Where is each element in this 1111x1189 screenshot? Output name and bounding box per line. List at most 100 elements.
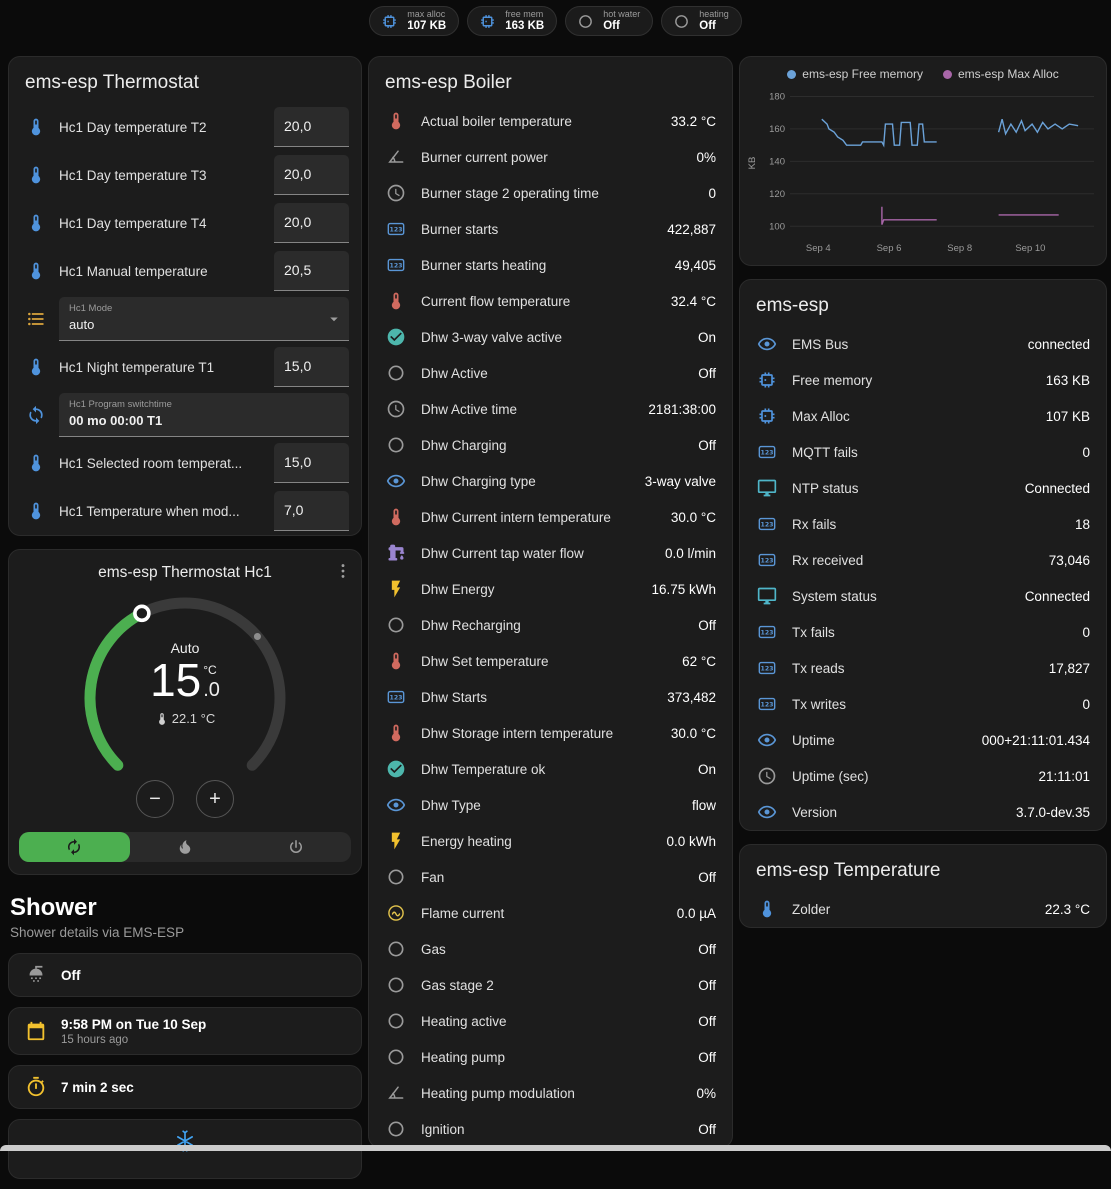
entity-row[interactable]: NTP status Connected bbox=[740, 470, 1106, 506]
temp-increase-button[interactable]: + bbox=[196, 780, 234, 818]
thermostat-dial[interactable]: Auto 15 °C .0 22.1 °C bbox=[70, 590, 300, 776]
number-input[interactable]: 20,5 bbox=[274, 251, 349, 291]
shower-info-card[interactable]: 7 min 2 sec bbox=[8, 1065, 362, 1109]
entity-label: Gas bbox=[421, 941, 446, 957]
entity-row[interactable]: 123 Dhw Starts 373,482 bbox=[369, 679, 732, 715]
badge-hot-water[interactable]: hot water Off bbox=[565, 6, 654, 36]
more-options-icon[interactable] bbox=[333, 561, 353, 586]
thermostat-entity-row[interactable]: Hc1 Day temperature T2 20,0 bbox=[9, 103, 361, 151]
entity-row[interactable]: Dhw Recharging Off bbox=[369, 607, 732, 643]
left-column: ems-esp Thermostat Hc1 Day temperature T… bbox=[8, 56, 362, 1189]
entity-value: 0 bbox=[1082, 624, 1090, 640]
badge-free-mem[interactable]: free mem 163 KB bbox=[467, 6, 558, 36]
entity-label: Heating pump modulation bbox=[421, 1085, 575, 1101]
number-input[interactable]: 7,0 bbox=[274, 491, 349, 531]
entity-row[interactable]: Actual boiler temperature 33.2 °C bbox=[369, 103, 732, 139]
entity-row[interactable]: 123 Tx writes 0 bbox=[740, 686, 1106, 722]
thermostat-entity-row[interactable]: Hc1 Day temperature T4 20,0 bbox=[9, 199, 361, 247]
mode-select[interactable]: Hc1 Mode auto bbox=[59, 297, 349, 341]
entity-row[interactable]: Max Alloc 107 KB bbox=[740, 398, 1106, 434]
entity-row[interactable]: Energy heating 0.0 kWh bbox=[369, 823, 732, 859]
entity-row[interactable]: Burner stage 2 operating time 0 bbox=[369, 175, 732, 211]
badge-value: 107 KB bbox=[407, 19, 447, 32]
entity-row[interactable]: Flame current 0.0 µA bbox=[369, 895, 732, 931]
entity-row[interactable]: Dhw Temperature ok On bbox=[369, 751, 732, 787]
entity-row[interactable]: Dhw Active time 2181:38:00 bbox=[369, 391, 732, 427]
badge-max-alloc[interactable]: max alloc 107 KB bbox=[369, 6, 460, 36]
thermostat-entity-row[interactable]: Hc1 Temperature when mod... 7,0 bbox=[9, 487, 361, 535]
entity-row[interactable]: Dhw Active Off bbox=[369, 355, 732, 391]
entity-value: Off bbox=[698, 1049, 716, 1065]
number-input[interactable]: 20,0 bbox=[274, 107, 349, 147]
entity-row[interactable]: Zolder 22.3 °C bbox=[740, 891, 1106, 927]
entity-row[interactable]: Uptime (sec) 21:11:01 bbox=[740, 758, 1106, 794]
temp-decrease-button[interactable]: − bbox=[136, 780, 174, 818]
chart-legend: ems-esp Free memory ems-esp Max Alloc bbox=[744, 67, 1102, 81]
entity-row[interactable]: Dhw Type flow bbox=[369, 787, 732, 823]
entity-row[interactable]: Ignition Off bbox=[369, 1111, 732, 1147]
entity-row[interactable]: Gas stage 2 Off bbox=[369, 967, 732, 1003]
entity-row[interactable]: 123 Rx received 73,046 bbox=[740, 542, 1106, 578]
thermostat-entity-row[interactable]: Hc1 Night temperature T1 15,0 bbox=[9, 343, 361, 391]
entity-row[interactable]: Heating pump modulation 0% bbox=[369, 1075, 732, 1111]
entity-row[interactable]: 123 Tx reads 17,827 bbox=[740, 650, 1106, 686]
circle-icon bbox=[385, 615, 407, 635]
svg-text:100: 100 bbox=[769, 221, 785, 232]
number-input[interactable]: 15,0 bbox=[274, 443, 349, 483]
emsesp-card: ems-esp EMS Bus connected Free memory 163 K… bbox=[739, 279, 1107, 831]
entity-row[interactable]: Current flow temperature 32.4 °C bbox=[369, 283, 732, 319]
entity-row[interactable]: 123 Rx fails 18 bbox=[740, 506, 1106, 542]
svg-text:140: 140 bbox=[769, 156, 785, 167]
entity-row[interactable]: Dhw 3-way valve active On bbox=[369, 319, 732, 355]
temperature-rows: Zolder 22.3 °C bbox=[740, 891, 1106, 927]
entity-row[interactable]: Dhw Current intern temperature 30.0 °C bbox=[369, 499, 732, 535]
thermostat-entity-row[interactable]: Hc1 Selected room temperat... 15,0 bbox=[9, 439, 361, 487]
entity-row[interactable]: Dhw Charging Off bbox=[369, 427, 732, 463]
shower-info-card[interactable]: 9:58 PM on Tue 10 Sep 15 hours ago bbox=[8, 1007, 362, 1055]
entity-row[interactable]: Free memory 163 KB bbox=[740, 362, 1106, 398]
entity-row[interactable]: Dhw Current tap water flow 0.0 l/min bbox=[369, 535, 732, 571]
entity-row[interactable]: Heating pump Off bbox=[369, 1039, 732, 1075]
entity-row[interactable]: 123 Burner starts 422,887 bbox=[369, 211, 732, 247]
entity-row[interactable]: Dhw Energy 16.75 kWh bbox=[369, 571, 732, 607]
svg-text:123: 123 bbox=[389, 263, 402, 270]
text-input[interactable]: Hc1 Program switchtime 00 mo 00:00 T1 bbox=[59, 393, 349, 437]
badge-value: 163 KB bbox=[505, 19, 545, 32]
thermostat-entity-row[interactable]: Hc1 Program switchtime 00 mo 00:00 T1 bbox=[9, 391, 361, 439]
entity-row[interactable]: Version 3.7.0-dev.35 bbox=[740, 794, 1106, 830]
number-input[interactable]: 20,0 bbox=[274, 155, 349, 195]
entity-row[interactable]: Burner current power 0% bbox=[369, 139, 732, 175]
counter-icon: 123 bbox=[756, 658, 778, 678]
card-primary-text: 9:58 PM on Tue 10 Sep bbox=[61, 1016, 207, 1032]
entity-row[interactable]: Dhw Set temperature 62 °C bbox=[369, 643, 732, 679]
thermostat-entity-row[interactable]: Hc1 Mode auto bbox=[9, 295, 361, 343]
entity-label: System status bbox=[792, 588, 877, 604]
badge-heating[interactable]: heating Off bbox=[661, 6, 742, 36]
circle-icon bbox=[670, 13, 692, 30]
circle-icon bbox=[385, 363, 407, 383]
entity-row[interactable]: 123 Burner starts heating 49,405 bbox=[369, 247, 732, 283]
shower-info-card[interactable]: Off bbox=[8, 953, 362, 997]
entity-label: Ignition bbox=[421, 1121, 465, 1137]
hvac-mode-heat-button[interactable] bbox=[130, 832, 241, 862]
entity-row[interactable]: Gas Off bbox=[369, 931, 732, 967]
entity-row[interactable]: Uptime 000+21:11:01.434 bbox=[740, 722, 1106, 758]
entity-row[interactable]: 123 MQTT fails 0 bbox=[740, 434, 1106, 470]
thermostat-entity-row[interactable]: Hc1 Manual temperature 20,5 bbox=[9, 247, 361, 295]
entity-row[interactable]: System status Connected bbox=[740, 578, 1106, 614]
number-input[interactable]: 20,0 bbox=[274, 203, 349, 243]
entity-row[interactable]: Dhw Storage intern temperature 30.0 °C bbox=[369, 715, 732, 751]
legend-item: ems-esp Max Alloc bbox=[943, 67, 1059, 81]
entity-row[interactable]: 123 Tx fails 0 bbox=[740, 614, 1106, 650]
entity-row[interactable]: EMS Bus connected bbox=[740, 326, 1106, 362]
entity-row[interactable]: Heating active Off bbox=[369, 1003, 732, 1039]
number-input[interactable]: 15,0 bbox=[274, 347, 349, 387]
entity-row[interactable]: Fan Off bbox=[369, 859, 732, 895]
emsesp-rows: EMS Bus connected Free memory 163 KB Max All… bbox=[740, 326, 1106, 830]
hvac-mode-auto-button[interactable] bbox=[19, 832, 130, 862]
entity-row[interactable]: Dhw Charging type 3-way valve bbox=[369, 463, 732, 499]
hvac-mode-off-button[interactable] bbox=[240, 832, 351, 862]
thermometer-icon bbox=[756, 899, 778, 919]
entity-label: NTP status bbox=[792, 480, 859, 496]
thermostat-entity-row[interactable]: Hc1 Day temperature T3 20,0 bbox=[9, 151, 361, 199]
